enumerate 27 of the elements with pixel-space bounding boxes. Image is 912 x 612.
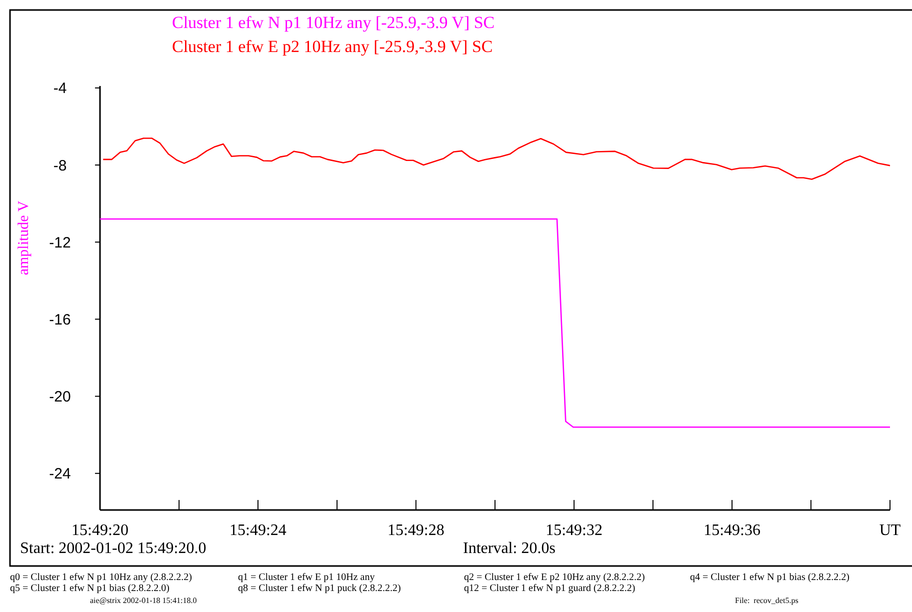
text: Interval: 20.0s [463,540,556,557]
x-tick-label: 15:49:20 [72,522,128,539]
x-tick-label: 15:49:28 [388,522,444,539]
x-tick-label: 15:49:36 [704,522,760,539]
text: q0 = Cluster 1 efw N p1 10Hz any (2.8.2.2.2) [10,572,192,583]
y-tick-label: -8 [53,157,67,174]
text: File: recov_det5.ps [735,596,798,605]
text: Cluster 1 efw N p1 10Hz any [-25.9,-3.9 V] SC [172,13,495,32]
text: q1 = Cluster 1 efw E p1 10Hz any [238,572,375,583]
text: q2 = Cluster 1 efw E p2 10Hz any (2.8.2.2.2) [464,572,645,583]
x-tick-label: UT [879,522,901,539]
text: q8 = Cluster 1 efw N p1 puck (2.8.2.2.2) [238,583,401,594]
text: Cluster 1 efw E p2 10Hz any [-25.9,-3.9 V] SC [172,37,493,56]
text: Start: 2002-01-02 15:49:20.0 [20,540,206,557]
x-tick-label: 15:49:32 [546,522,602,539]
text: q5 = Cluster 1 efw N p1 bias (2.8.2.2.0) [10,583,170,594]
y-tick-label: -4 [53,80,67,98]
text: q12 = Cluster 1 efw N p1 guard (2.8.2.2.2) [464,583,636,594]
y-tick-label: -24 [49,466,71,483]
x-tick-label: 15:49:24 [230,522,286,539]
y-tick-label: -20 [49,388,71,406]
y-axis-title: amplitude V [16,200,32,276]
y-tick-label: -16 [49,311,71,328]
line-series [102,138,891,180]
text: aie@strix 2002-01-18 15:41:18.0 [90,596,197,605]
y-tick-label: -12 [49,234,71,252]
text: q4 = Cluster 1 efw N p1 bias (2.8.2.2.2) [690,572,850,583]
